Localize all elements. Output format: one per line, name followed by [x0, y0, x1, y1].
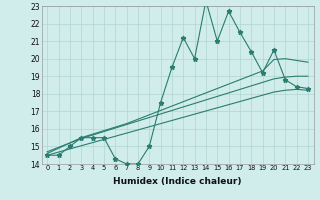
- X-axis label: Humidex (Indice chaleur): Humidex (Indice chaleur): [113, 177, 242, 186]
